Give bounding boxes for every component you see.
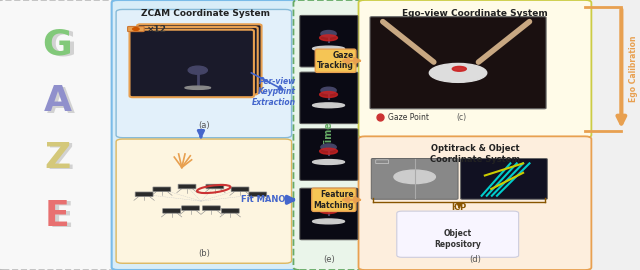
Circle shape — [188, 66, 207, 74]
Text: ICP: ICP — [452, 203, 467, 212]
Ellipse shape — [312, 160, 344, 164]
Text: G: G — [43, 28, 72, 62]
Circle shape — [321, 203, 336, 210]
FancyBboxPatch shape — [111, 0, 300, 270]
Text: Z: Z — [47, 142, 74, 176]
FancyBboxPatch shape — [0, 0, 121, 270]
FancyBboxPatch shape — [142, 26, 257, 90]
Text: Fit MANO: Fit MANO — [241, 195, 285, 204]
FancyBboxPatch shape — [134, 32, 249, 95]
FancyBboxPatch shape — [231, 187, 249, 192]
FancyBboxPatch shape — [300, 188, 358, 240]
FancyBboxPatch shape — [153, 187, 171, 192]
Ellipse shape — [312, 219, 344, 224]
FancyBboxPatch shape — [116, 139, 292, 263]
Circle shape — [321, 31, 336, 37]
FancyBboxPatch shape — [461, 158, 547, 199]
Ellipse shape — [319, 148, 337, 154]
FancyBboxPatch shape — [138, 29, 253, 92]
Text: E: E — [48, 200, 73, 234]
Text: ZCAM Coordinate System: ZCAM Coordinate System — [141, 9, 270, 18]
FancyBboxPatch shape — [358, 136, 591, 270]
Text: Per-view
Keypoint
Extraction: Per-view Keypoint Extraction — [252, 77, 296, 107]
FancyBboxPatch shape — [358, 0, 591, 138]
FancyBboxPatch shape — [294, 0, 365, 270]
Text: Ego Calibration: Ego Calibration — [629, 36, 638, 102]
Ellipse shape — [394, 170, 435, 184]
FancyBboxPatch shape — [371, 158, 458, 199]
Text: Object
Repository: Object Repository — [435, 229, 481, 249]
Text: (a): (a) — [198, 121, 210, 130]
Circle shape — [321, 87, 336, 94]
Ellipse shape — [319, 35, 337, 41]
Circle shape — [321, 144, 336, 150]
FancyBboxPatch shape — [127, 26, 144, 32]
Text: Gaze Point: Gaze Point — [388, 113, 429, 122]
FancyBboxPatch shape — [221, 209, 239, 213]
Text: Optitrack & Object
Coordinate System: Optitrack & Object Coordinate System — [430, 144, 520, 164]
FancyBboxPatch shape — [206, 184, 224, 189]
Ellipse shape — [429, 63, 487, 82]
Text: (d): (d) — [469, 255, 481, 264]
FancyBboxPatch shape — [135, 192, 153, 197]
FancyBboxPatch shape — [249, 192, 267, 197]
Text: Ego-view Coordinate System: Ego-view Coordinate System — [402, 9, 548, 18]
FancyBboxPatch shape — [300, 72, 358, 124]
Ellipse shape — [452, 66, 467, 71]
FancyBboxPatch shape — [376, 160, 388, 164]
Ellipse shape — [312, 46, 344, 51]
Text: (c): (c) — [456, 113, 467, 122]
Text: Feature
Matching: Feature Matching — [314, 190, 354, 210]
FancyBboxPatch shape — [202, 206, 220, 210]
Text: Time: Time — [324, 122, 334, 148]
Text: Z: Z — [44, 141, 70, 175]
Text: (b): (b) — [198, 249, 210, 258]
Text: E: E — [45, 199, 70, 233]
FancyBboxPatch shape — [129, 30, 254, 97]
Text: A: A — [47, 86, 75, 120]
FancyBboxPatch shape — [116, 9, 292, 138]
Text: Gaze
Tracking: Gaze Tracking — [317, 51, 354, 70]
FancyBboxPatch shape — [397, 211, 518, 257]
FancyBboxPatch shape — [300, 129, 358, 180]
Text: G: G — [46, 29, 76, 63]
Circle shape — [132, 28, 139, 30]
Text: ×12: ×12 — [147, 25, 167, 33]
Ellipse shape — [185, 86, 211, 89]
FancyBboxPatch shape — [133, 27, 258, 94]
FancyBboxPatch shape — [178, 184, 196, 189]
Text: A: A — [44, 84, 72, 118]
FancyBboxPatch shape — [300, 15, 358, 67]
FancyBboxPatch shape — [163, 209, 180, 213]
FancyBboxPatch shape — [182, 206, 200, 210]
Ellipse shape — [312, 103, 344, 108]
Ellipse shape — [319, 92, 337, 97]
FancyBboxPatch shape — [370, 17, 546, 109]
Ellipse shape — [319, 208, 337, 214]
FancyBboxPatch shape — [137, 24, 262, 92]
Text: (e): (e) — [323, 255, 335, 264]
